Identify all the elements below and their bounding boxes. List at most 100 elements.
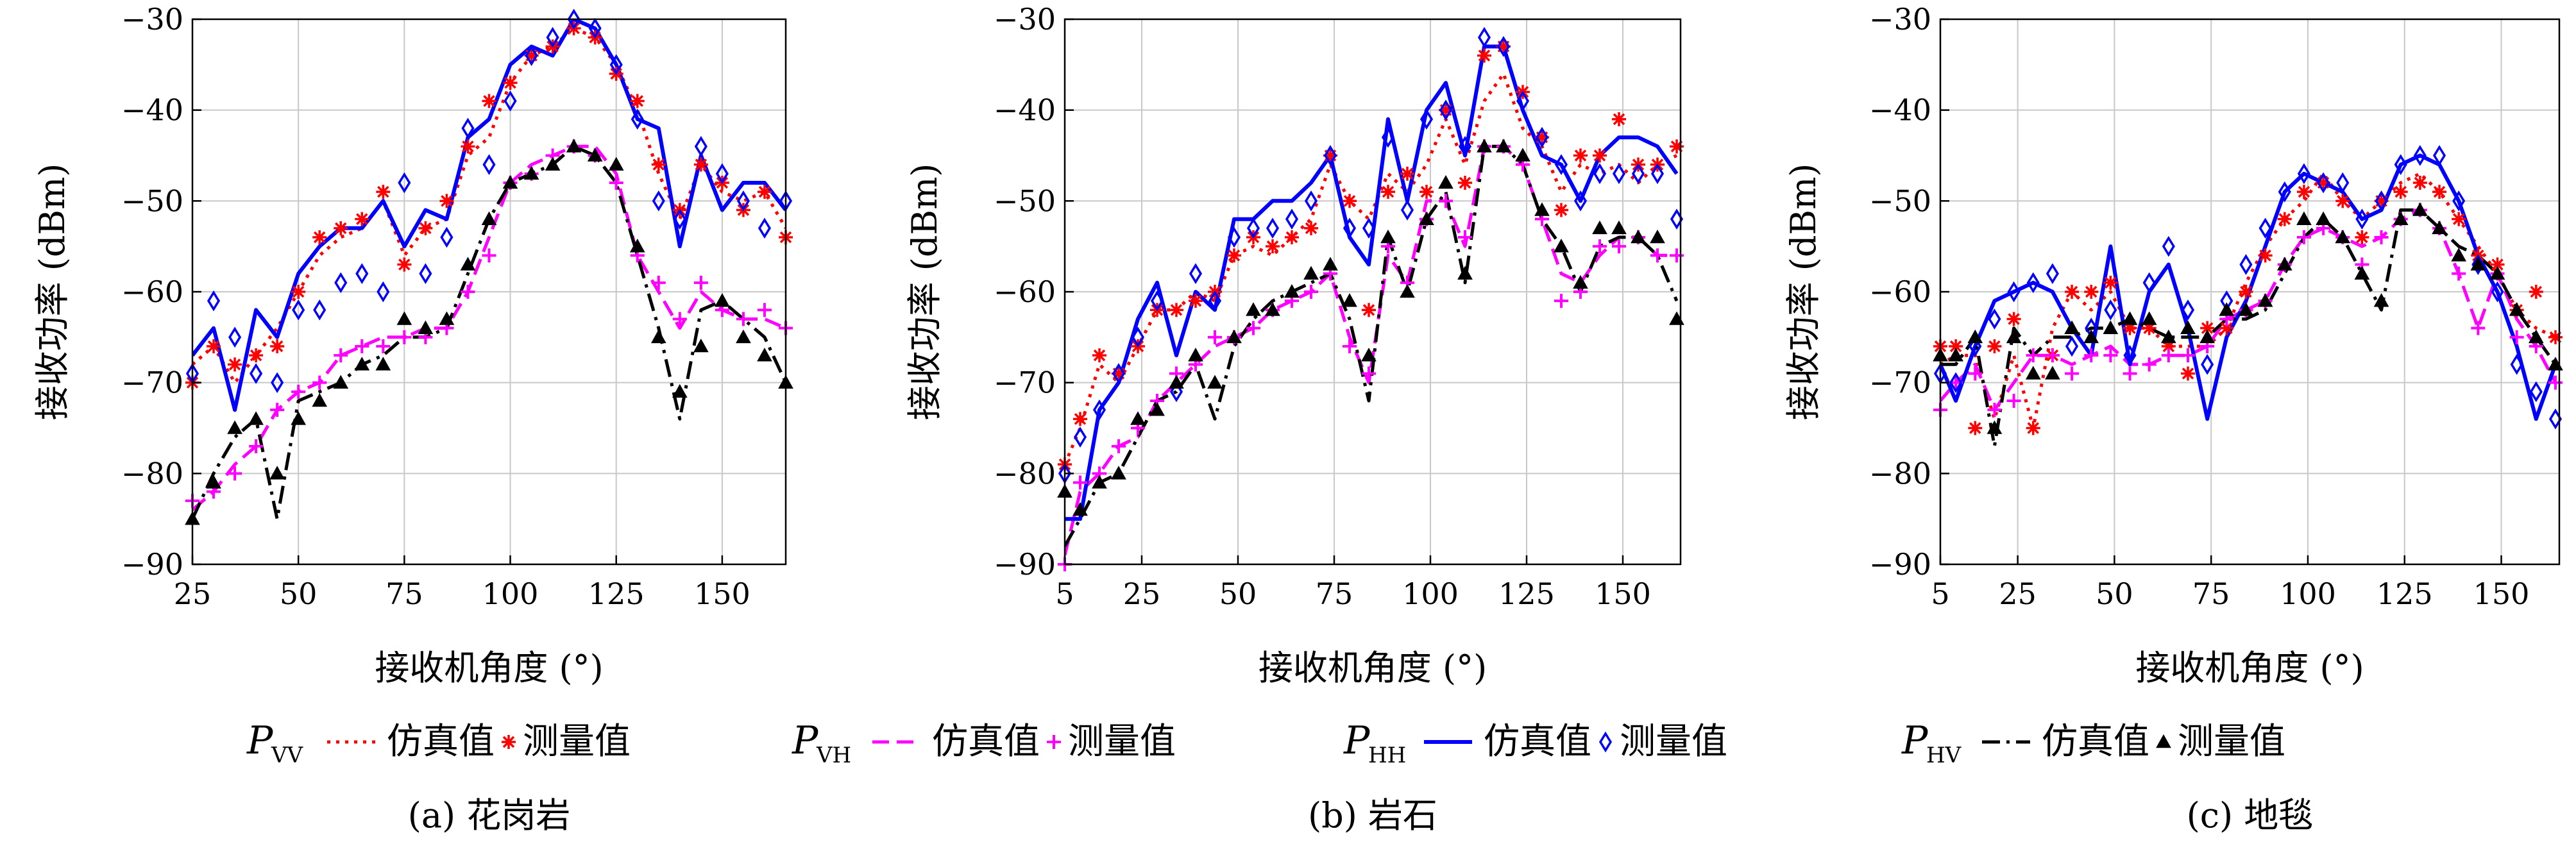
marker-hv-meas (1323, 257, 1338, 271)
marker-hv-meas (566, 139, 582, 153)
marker-hh-meas (2394, 154, 2407, 176)
marker-vv-meas (1189, 294, 1203, 308)
marker-vh-meas (1670, 248, 1684, 263)
marker-hh-meas (2413, 145, 2427, 166)
marker-vv-meas (228, 357, 242, 372)
marker-hv-meas (2141, 311, 2157, 325)
marker-vh-meas (2452, 266, 2466, 281)
y-tick-label: −80 (1869, 456, 1931, 491)
marker-vv-meas (1949, 339, 1963, 353)
legend-entry-vh: PVH 仿真值 测量值 (792, 718, 1176, 768)
chart-panel-2: −30 −40 −50 −60 −70 −80 −905 25 50 75 100 125 150 接收机… (904, 2, 1684, 836)
marker-hh-meas (1949, 372, 1963, 394)
marker-vv-meas (524, 48, 539, 63)
marker-vv-meas (1573, 148, 1588, 163)
marker-hv-meas (1631, 229, 1646, 244)
marker-vv-meas (1554, 203, 1568, 217)
marker-vv-meas (291, 285, 306, 299)
marker-hh-meas (313, 299, 326, 321)
marker-hv-meas (2083, 329, 2099, 344)
marker-hh-meas (2278, 181, 2291, 203)
marker-vh-meas (461, 285, 475, 299)
marker-vv-meas (2277, 212, 2292, 226)
marker-hv-meas (2548, 357, 2563, 371)
marker-hv-meas (2276, 257, 2292, 271)
y-tick-label: −30 (1869, 2, 1931, 37)
marker-vv-meas (207, 339, 221, 353)
marker-hh-meas (1304, 190, 1318, 212)
marker-hv-meas (1987, 420, 2003, 434)
marker-hh-meas (504, 90, 517, 112)
legend-symbol: P (1901, 718, 1929, 763)
marker-hv-meas (2509, 302, 2525, 316)
marker-vv-meas (1266, 239, 1280, 254)
marker-vv-meas (2219, 321, 2234, 335)
marker-hh-meas (2258, 217, 2272, 239)
marker-hh-meas (2491, 281, 2504, 303)
marker-hh-meas (1150, 290, 1164, 312)
series-line-vv-sim (192, 26, 786, 385)
y-axis-label: 接收功率 (dBm) (1783, 164, 1824, 421)
marker-hh-meas (207, 290, 221, 312)
marker-hh-meas (673, 208, 686, 230)
marker-vh-meas (397, 330, 412, 344)
marker-hv-meas (672, 383, 688, 398)
marker-vh-meas (2045, 348, 2060, 363)
marker-hv-meas (2122, 311, 2138, 325)
marker-hv-meas (1611, 220, 1627, 235)
series-line-hv-sim (1065, 144, 1679, 547)
marker-vh-meas (482, 248, 496, 263)
marker-hh-meas (546, 26, 559, 48)
marker-hh-meas (1419, 108, 1434, 130)
marker-hv-meas (2316, 211, 2331, 225)
x-tick-label: 125 (1498, 577, 1555, 611)
marker-hh-meas (1573, 190, 1588, 212)
marker-hv-meas (1092, 475, 1107, 489)
marker-hv-meas (693, 338, 709, 353)
x-axis-label: 接收机角度 (°) (1258, 648, 1487, 688)
marker-hh-meas (1246, 217, 1260, 239)
y-tick-label: −40 (994, 93, 1056, 128)
marker-hv-meas (650, 329, 666, 344)
marker-vh-meas (291, 384, 306, 399)
marker-vv-meas (2296, 185, 2311, 199)
y-tick-label: −80 (121, 456, 183, 491)
marker-hv-meas (1130, 411, 1146, 425)
legend-marker-sample (1598, 731, 1613, 753)
marker-hv-meas (333, 375, 349, 389)
marker-hv-meas (2160, 329, 2176, 344)
marker-vh-meas (1439, 194, 1453, 208)
panel-caption: (b) 岩石 (1308, 795, 1437, 836)
series-line-hh-sim (1065, 44, 1679, 521)
marker-vh-meas (2084, 348, 2099, 363)
marker-vh-meas (1968, 366, 1983, 381)
marker-vh-meas (1208, 330, 1222, 344)
marker-hv-meas (1534, 202, 1550, 216)
marker-vv-meas (1400, 166, 1414, 181)
marker-vv-meas (1987, 339, 2002, 353)
legend-marker-sample (502, 735, 516, 749)
marker-hv-meas (2528, 329, 2544, 344)
marker-vh-meas (1343, 339, 1357, 353)
marker-hh-meas (228, 326, 242, 348)
legend-symbol: P (792, 718, 819, 763)
marker-vv-meas (2316, 176, 2331, 190)
legend: PVV 仿真值 测量值 PVH 仿真值 测量值 PHH 仿真值 测量值 PHV 仿真值 测量值 (246, 718, 2285, 768)
marker-hh-meas (1227, 226, 1241, 248)
legend-subscript: VH (816, 743, 851, 768)
marker-vv-meas (2355, 230, 2369, 244)
legend-subscript: VV (271, 743, 304, 768)
marker-vh-meas (2548, 375, 2563, 390)
marker-vh-meas (228, 466, 242, 481)
marker-hv-meas (1149, 402, 1165, 416)
marker-hh-meas (2471, 254, 2485, 275)
marker-hv-meas (1592, 220, 1607, 235)
marker-vv-meas (1439, 103, 1453, 117)
legend-meas-label: 测量值 (2178, 721, 2285, 762)
marker-vv-meas (693, 157, 708, 172)
marker-hv-meas (715, 293, 730, 307)
y-tick-label: −40 (1869, 93, 1931, 128)
marker-hv-meas (206, 475, 221, 489)
marker-hh-meas (2317, 172, 2330, 194)
y-tick-label: −30 (994, 2, 1056, 37)
